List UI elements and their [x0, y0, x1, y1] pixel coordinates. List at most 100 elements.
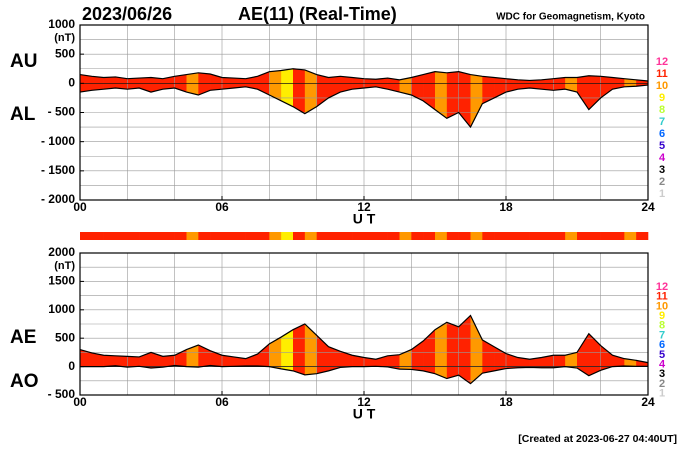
- legend-label: 2: [659, 378, 665, 390]
- station-strip: [186, 232, 199, 240]
- station-strip: [588, 232, 601, 240]
- legend-label: 11: [656, 68, 668, 80]
- station-strip: [269, 232, 282, 240]
- station-strip: [387, 232, 400, 240]
- station-strip: [577, 232, 590, 240]
- source: WDC for Geomagnetism, Kyoto: [496, 12, 645, 23]
- x-axis-label: U T: [353, 211, 376, 227]
- legend-label: 11: [656, 291, 668, 303]
- station-strip: [435, 232, 448, 240]
- y-tick-label: 1500: [48, 274, 75, 288]
- y-tick-label: 500: [55, 46, 75, 60]
- legend-label: 8: [659, 104, 665, 116]
- legend-label: 10: [656, 80, 668, 92]
- x-tick-label: 06: [215, 200, 229, 214]
- station-strip: [222, 232, 235, 240]
- station-strip: [494, 232, 507, 240]
- station-strip: [600, 232, 613, 240]
- station-strip: [151, 232, 164, 240]
- series-name: AL: [10, 104, 36, 125]
- series-line: [80, 364, 648, 385]
- station-strip: [541, 232, 554, 240]
- legend-label: 6: [659, 128, 665, 140]
- x-tick-label: 18: [499, 200, 513, 214]
- station-strip: [624, 232, 637, 240]
- legend-label: 4: [659, 359, 666, 371]
- y-tick-label: 500: [55, 330, 75, 344]
- station-strip: [281, 232, 294, 240]
- y-tick-label: - 2000: [41, 192, 75, 206]
- x-tick-label: 24: [641, 200, 655, 214]
- y-tick-label: 0: [68, 76, 75, 90]
- station-strip: [91, 232, 104, 240]
- x-tick-label: 12: [357, 200, 371, 214]
- series-name: AU: [10, 51, 37, 72]
- station-strip: [162, 232, 175, 240]
- station-strip: [612, 232, 625, 240]
- legend-label: 5: [659, 349, 665, 361]
- legend-label: 9: [659, 310, 665, 322]
- legend-label: 5: [659, 140, 665, 152]
- station-strip: [458, 232, 471, 240]
- y-tick-label: 2000: [48, 245, 75, 259]
- x-tick-label: 06: [215, 395, 229, 409]
- x-axis-label: U T: [353, 406, 376, 422]
- y-tick-label: - 500: [48, 105, 76, 119]
- x-tick-label: 24: [641, 395, 655, 409]
- date: 2023/06/26: [82, 4, 172, 24]
- y-unit: (nT): [54, 32, 75, 44]
- station-strip: [198, 232, 211, 240]
- station-strip: [506, 232, 519, 240]
- series-name: AO: [10, 371, 39, 392]
- legend-label: 9: [659, 92, 665, 104]
- station-strip: [233, 232, 246, 240]
- station-strip: [139, 232, 152, 240]
- station-strip: [470, 232, 483, 240]
- y-tick-label: 0: [68, 359, 75, 373]
- station-strip: [446, 232, 459, 240]
- legend-label: 7: [659, 329, 665, 341]
- legend-label: 10: [656, 300, 668, 312]
- station-strip: [411, 232, 424, 240]
- station-strip: [482, 232, 495, 240]
- footer: [Created at 2023-06-27 04:40UT]: [518, 433, 677, 445]
- station-strip: [210, 232, 223, 240]
- station-strip: [257, 232, 270, 240]
- station-strip: [529, 232, 542, 240]
- y-tick-label: 1000: [48, 302, 75, 316]
- series-line: [79, 68, 649, 82]
- y-tick-label: - 1500: [41, 163, 75, 177]
- legend-label: 2: [659, 176, 665, 188]
- legend-label: 4: [659, 152, 666, 164]
- station-strip: [553, 232, 566, 240]
- legend-label: 7: [659, 116, 665, 128]
- x-tick-label: 18: [499, 395, 513, 409]
- station-strip: [304, 232, 317, 240]
- station-strip: [340, 232, 353, 240]
- station-strip: [352, 232, 365, 240]
- station-strip: [115, 232, 128, 240]
- station-strip: [399, 232, 412, 240]
- series-name: AE: [10, 327, 36, 348]
- legend-label: 12: [656, 281, 668, 293]
- y-tick-label: 1000: [48, 17, 75, 31]
- x-tick-label: 00: [73, 200, 87, 214]
- y-tick-label: - 500: [48, 387, 76, 401]
- series-line: [79, 84, 649, 129]
- legend-label: 3: [659, 368, 665, 380]
- station-strip: [636, 232, 649, 240]
- station-strip: [316, 232, 329, 240]
- station-strip: [375, 232, 388, 240]
- station-strip: [364, 232, 377, 240]
- legend-label: 1: [659, 188, 665, 200]
- station-strip: [565, 232, 578, 240]
- station-strip: [423, 232, 436, 240]
- legend-label: 12: [656, 56, 668, 68]
- station-strip: [127, 232, 140, 240]
- y-tick-label: - 1000: [41, 134, 75, 148]
- legend-label: 8: [659, 320, 665, 332]
- legend-label: 3: [659, 164, 665, 176]
- station-strip: [328, 232, 341, 240]
- x-tick-label: 00: [73, 395, 87, 409]
